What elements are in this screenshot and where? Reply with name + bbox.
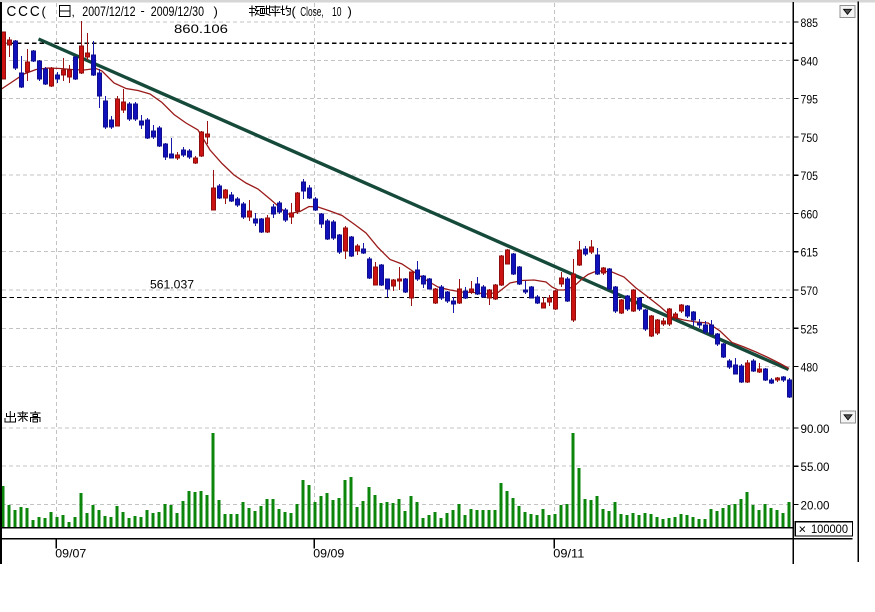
svg-text:55.00: 55.00	[801, 460, 830, 474]
svg-text:561.037: 561.037	[150, 278, 194, 292]
svg-text:795: 795	[801, 93, 819, 107]
svg-text:90.00: 90.00	[801, 422, 830, 436]
svg-text:): )	[348, 4, 352, 19]
svg-text:09/07: 09/07	[55, 547, 86, 561]
svg-text:10: 10	[332, 4, 342, 19]
svg-text:-: -	[141, 4, 145, 18]
svg-text:,: ,	[72, 5, 75, 19]
svg-text:480: 480	[801, 361, 819, 375]
svg-text:): )	[214, 4, 218, 19]
svg-text:705: 705	[801, 169, 819, 183]
svg-text:(: (	[292, 4, 297, 19]
svg-text:2009/12/30: 2009/12/30	[151, 4, 204, 19]
svg-text:660: 660	[801, 207, 819, 221]
svg-text:100000: 100000	[811, 524, 848, 536]
svg-text:CCC: CCC	[7, 4, 42, 20]
svg-text:09/11: 09/11	[553, 547, 584, 561]
svg-text:20.00: 20.00	[801, 498, 830, 512]
svg-text:Close,: Close,	[300, 4, 324, 19]
svg-text:570: 570	[801, 284, 819, 298]
svg-text:2007/12/12: 2007/12/12	[82, 4, 135, 19]
svg-text:09/09: 09/09	[313, 547, 344, 561]
svg-text:840: 840	[801, 54, 819, 68]
svg-text:885: 885	[801, 16, 819, 30]
svg-text:750: 750	[801, 131, 819, 145]
svg-text:615: 615	[801, 246, 819, 260]
svg-text:×: ×	[799, 522, 807, 537]
svg-text:860.106: 860.106	[174, 22, 228, 36]
svg-text:(: (	[42, 4, 47, 19]
svg-text:525: 525	[801, 322, 819, 336]
